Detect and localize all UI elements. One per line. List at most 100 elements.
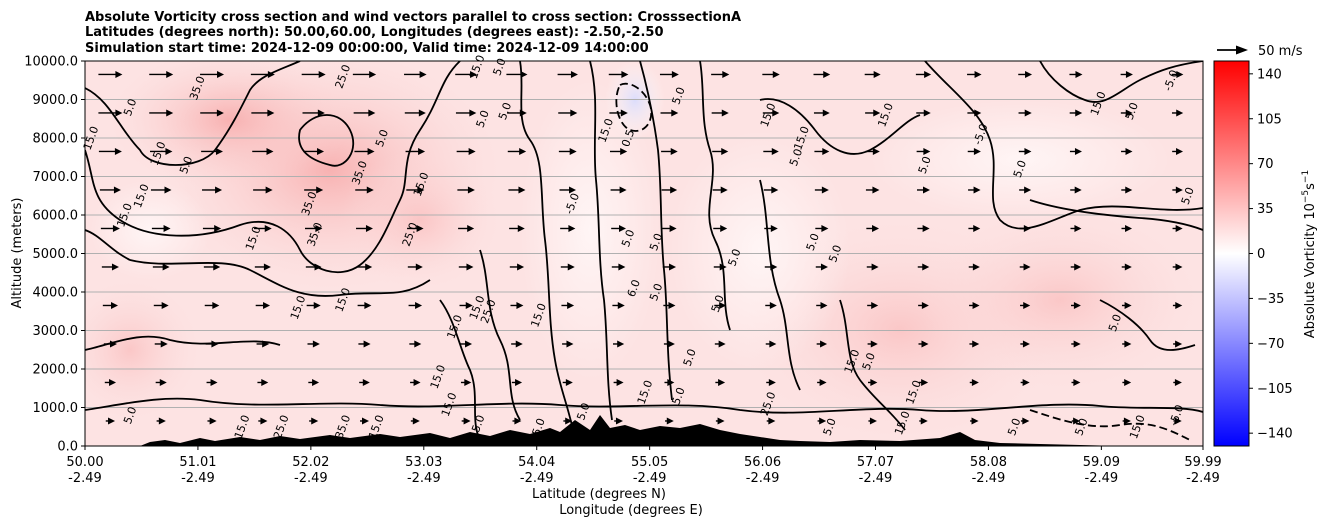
x-tick-label-lon: -2.49 — [859, 471, 893, 486]
contour-label: 5.0 — [1106, 313, 1124, 334]
wind-vector — [205, 340, 219, 348]
x-tick-label-lon: -2.49 — [294, 471, 328, 486]
x-tick-label-lat: 56.06 — [744, 455, 781, 470]
wind-vector — [559, 186, 577, 194]
wind-vector — [609, 109, 628, 117]
contour-label: 5.0 — [121, 97, 139, 118]
wind-vector — [461, 417, 471, 425]
x-tick-label-lat: 55.05 — [631, 455, 668, 470]
wind-vector — [663, 301, 676, 309]
wind-vector — [358, 340, 371, 348]
wind-vector — [612, 340, 625, 348]
wind-vector — [560, 263, 575, 271]
wind-vector — [407, 224, 424, 232]
wind-vector — [250, 70, 275, 78]
x-tick-label-lat: 58.08 — [970, 455, 1007, 470]
wind-vector — [613, 378, 624, 386]
wind-vector — [1071, 378, 1081, 386]
y-axis: 0.0 1000.0 2000.0 3000.0 4000.0 5000.0 6000.0 7… — [24, 55, 85, 455]
wind-vector — [356, 263, 373, 271]
contour-label: 0.5 — [619, 128, 637, 149]
wind-vector — [866, 224, 880, 232]
wind-vector — [253, 186, 273, 194]
wind-vector — [712, 186, 728, 194]
wind-vector — [970, 417, 979, 425]
wind-vector — [1172, 301, 1183, 309]
contour-label: 5.0 — [709, 293, 727, 314]
wind-vector — [865, 109, 881, 117]
x-tick-label-lon: -2.49 — [746, 471, 780, 486]
wind-vector — [661, 186, 678, 194]
x-tick-label-lon: -2.49 — [181, 471, 215, 486]
contour-label: 5.0 — [826, 243, 844, 264]
wind-vector — [1020, 301, 1031, 309]
colorbar-tick-label: −35 — [1257, 292, 1284, 307]
wind-vector — [765, 301, 777, 309]
x-tick-label-lon: -2.49 — [1186, 471, 1220, 486]
x-tick-label-lon: -2.49 — [972, 471, 1006, 486]
wind-vector — [918, 378, 929, 386]
contour-label: 5.0 — [1011, 159, 1029, 180]
wind-vector — [610, 186, 627, 194]
wind-vector — [304, 224, 323, 232]
wind-vector — [662, 263, 677, 271]
wind-vector — [562, 378, 573, 386]
wind-vector — [1122, 340, 1132, 348]
wind-vector — [918, 340, 929, 348]
colorbar-tick-label: 70 — [1257, 157, 1274, 172]
wind-vector — [1069, 70, 1083, 78]
y-tick-label: 4000.0 — [33, 286, 79, 301]
wind-vector — [714, 301, 727, 309]
wind-vector — [408, 301, 423, 309]
wind-vector — [1172, 224, 1183, 232]
wind-vector — [255, 301, 271, 309]
wind-vector — [762, 109, 780, 117]
colorbar-label-s: s — [1303, 183, 1318, 190]
x-axis-label-longitude: Longitude (degrees E) — [559, 503, 703, 518]
wind-vector — [1018, 147, 1032, 155]
wind-vector — [868, 417, 877, 425]
wind-vector — [867, 378, 878, 386]
wind-vector — [308, 378, 320, 386]
wind-vector — [1172, 147, 1184, 155]
wind-vector — [712, 147, 729, 155]
wind-vector — [1173, 417, 1182, 425]
wind-vector — [352, 70, 377, 78]
wind-vector — [1122, 417, 1131, 425]
y-tick-label: 0.0 — [57, 440, 78, 455]
wind-vector — [765, 340, 777, 348]
wind-vector — [611, 263, 626, 271]
wind-vector — [357, 301, 372, 309]
wind-vector — [201, 147, 223, 155]
wind-vectors — [98, 70, 1184, 425]
x-tick-label-lat: 51.01 — [179, 455, 216, 470]
wind-vector — [509, 224, 525, 232]
wind-vector — [816, 301, 828, 309]
wind-vector — [867, 301, 879, 309]
x-axis-label-latitude: Latitude (degrees N) — [532, 487, 666, 502]
wind-vector — [1120, 70, 1133, 78]
wind-vector — [356, 224, 373, 232]
wind-vector — [410, 417, 420, 425]
x-tick-label-lon: -2.49 — [633, 471, 667, 486]
wind-vector — [816, 340, 828, 348]
terrain — [85, 415, 1203, 446]
wind-vector — [917, 186, 930, 194]
x-tick-label-lat: 53.03 — [405, 455, 442, 470]
wind-vector — [304, 186, 324, 194]
wind-vector — [156, 417, 166, 425]
wind-vector — [1173, 340, 1183, 348]
contour-label: 5.0 — [574, 401, 592, 422]
wind-vector — [815, 263, 828, 271]
x-tick-label-lat: 50.00 — [66, 455, 103, 470]
wind-vector — [560, 224, 576, 232]
y-tick-label: 6000.0 — [33, 209, 79, 224]
wind-vector — [253, 224, 272, 232]
wind-vector — [557, 70, 578, 78]
wind-vector — [202, 186, 223, 194]
title-line-1: Absolute Vorticity cross section and win… — [85, 10, 741, 25]
wind-vector — [509, 263, 525, 271]
wind-vector — [409, 340, 422, 348]
wind-vector — [562, 340, 574, 348]
contour-label: 5.0 — [821, 416, 839, 437]
